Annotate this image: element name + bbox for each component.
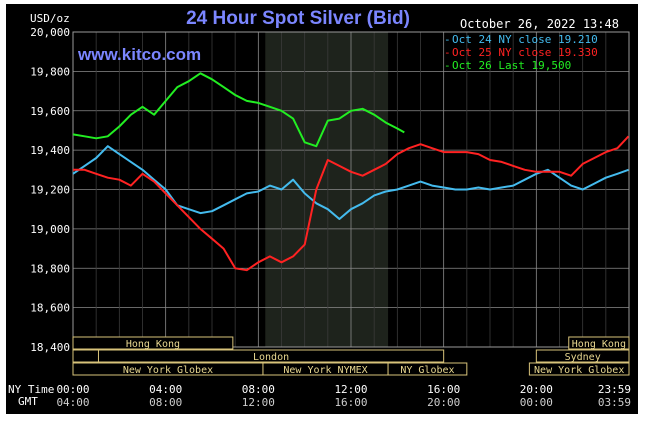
market-session-box: [528, 362, 630, 376]
legend-marker: -: [444, 59, 451, 72]
y-axis-ticks: 18,400 18,600 18,800 19,000 19,200 19,400 19,6…: [30, 26, 70, 354]
y-tick-label: 18,800: [30, 262, 70, 275]
series-line-0: [72, 145, 629, 220]
x-tick-label-ny: 12:00: [334, 383, 367, 396]
legend-entry-oct25: Oct 25 NY close 19.330: [452, 46, 598, 59]
chart-title: 24 Hour Spot Silver (Bid): [186, 8, 410, 29]
x-tick-label-ny: 16:00: [427, 383, 460, 396]
y-tick-label: 18,600: [30, 302, 70, 315]
ny-time-label: NY Time: [8, 383, 54, 396]
legend-entry-oct24: Oct 24 NY close 19.210: [452, 33, 598, 46]
chart-timestamp: October 26, 2022 13:48: [460, 17, 619, 31]
x-tick-label-ny: 04:00: [149, 383, 182, 396]
market-session-box: [72, 349, 99, 363]
y-tick-label: 19,600: [30, 105, 70, 118]
market-session-label: New York Globex: [123, 365, 213, 376]
market-session-label: New York Globex: [534, 365, 624, 376]
x-tick-label-ny: 20:00: [520, 383, 553, 396]
market-session-box: [535, 349, 630, 363]
y-tick-label: 18,400: [30, 341, 70, 354]
legend: Oct 24 NY close 19.210 Oct 25 NY close 1…: [444, 33, 598, 72]
y-tick-label: 19,800: [30, 65, 70, 78]
market-session-label: London: [253, 352, 289, 363]
y-tick-label: 19,200: [30, 184, 70, 197]
x-tick-label-ny: 08:00: [242, 383, 275, 396]
legend-marker: -: [444, 33, 451, 46]
x-axis-ticks: 00:0004:0004:0008:0008:0012:0012:0016:00…: [56, 383, 631, 409]
x-tick-label-gmt: 12:00: [242, 396, 275, 409]
x-tick-label-gmt: 04:00: [56, 396, 89, 409]
market-session-box: [568, 336, 630, 350]
market-session-box: [387, 362, 468, 376]
x-tick-label-gmt: 00:00: [520, 396, 553, 409]
plot-border: [72, 31, 630, 348]
series-line-2: [72, 72, 405, 148]
y-tick-label: 19,000: [30, 223, 70, 236]
gmt-label: GMT: [18, 395, 38, 408]
market-session-box: [72, 336, 234, 350]
x-tick-label-ny: 23:59: [598, 383, 631, 396]
legend-entry-oct26: Oct 26 Last 19,500: [452, 59, 571, 72]
x-tick-label-gmt: 08:00: [149, 396, 182, 409]
market-session-label: Hong Kong: [572, 339, 626, 350]
market-session-box: [97, 349, 445, 363]
market-sessions: Hong Kong Hong Kong London Sydney New York G…: [72, 336, 630, 376]
watermark-text: www.kitco.com: [77, 45, 201, 64]
series-lines: [72, 72, 630, 272]
y-tick-label: 20,000: [30, 26, 70, 39]
x-tick-label-gmt: 03:59: [598, 396, 631, 409]
x-tick-label-gmt: 16:00: [334, 396, 367, 409]
x-tick-label-ny: 00:00: [56, 383, 89, 396]
market-session-label: NY Globex: [400, 365, 454, 376]
gridlines: [72, 31, 630, 348]
legend-marker: -: [444, 46, 451, 59]
series-line-1: [73, 135, 630, 272]
market-session-label: Sydney: [565, 352, 601, 363]
market-session-label: Hong Kong: [126, 339, 180, 350]
market-session-label: New York NYMEX: [283, 365, 367, 376]
x-tick-label-gmt: 20:00: [427, 396, 460, 409]
y-tick-label: 19,400: [30, 144, 70, 157]
y-axis-unit-label: USD/oz: [30, 12, 70, 25]
